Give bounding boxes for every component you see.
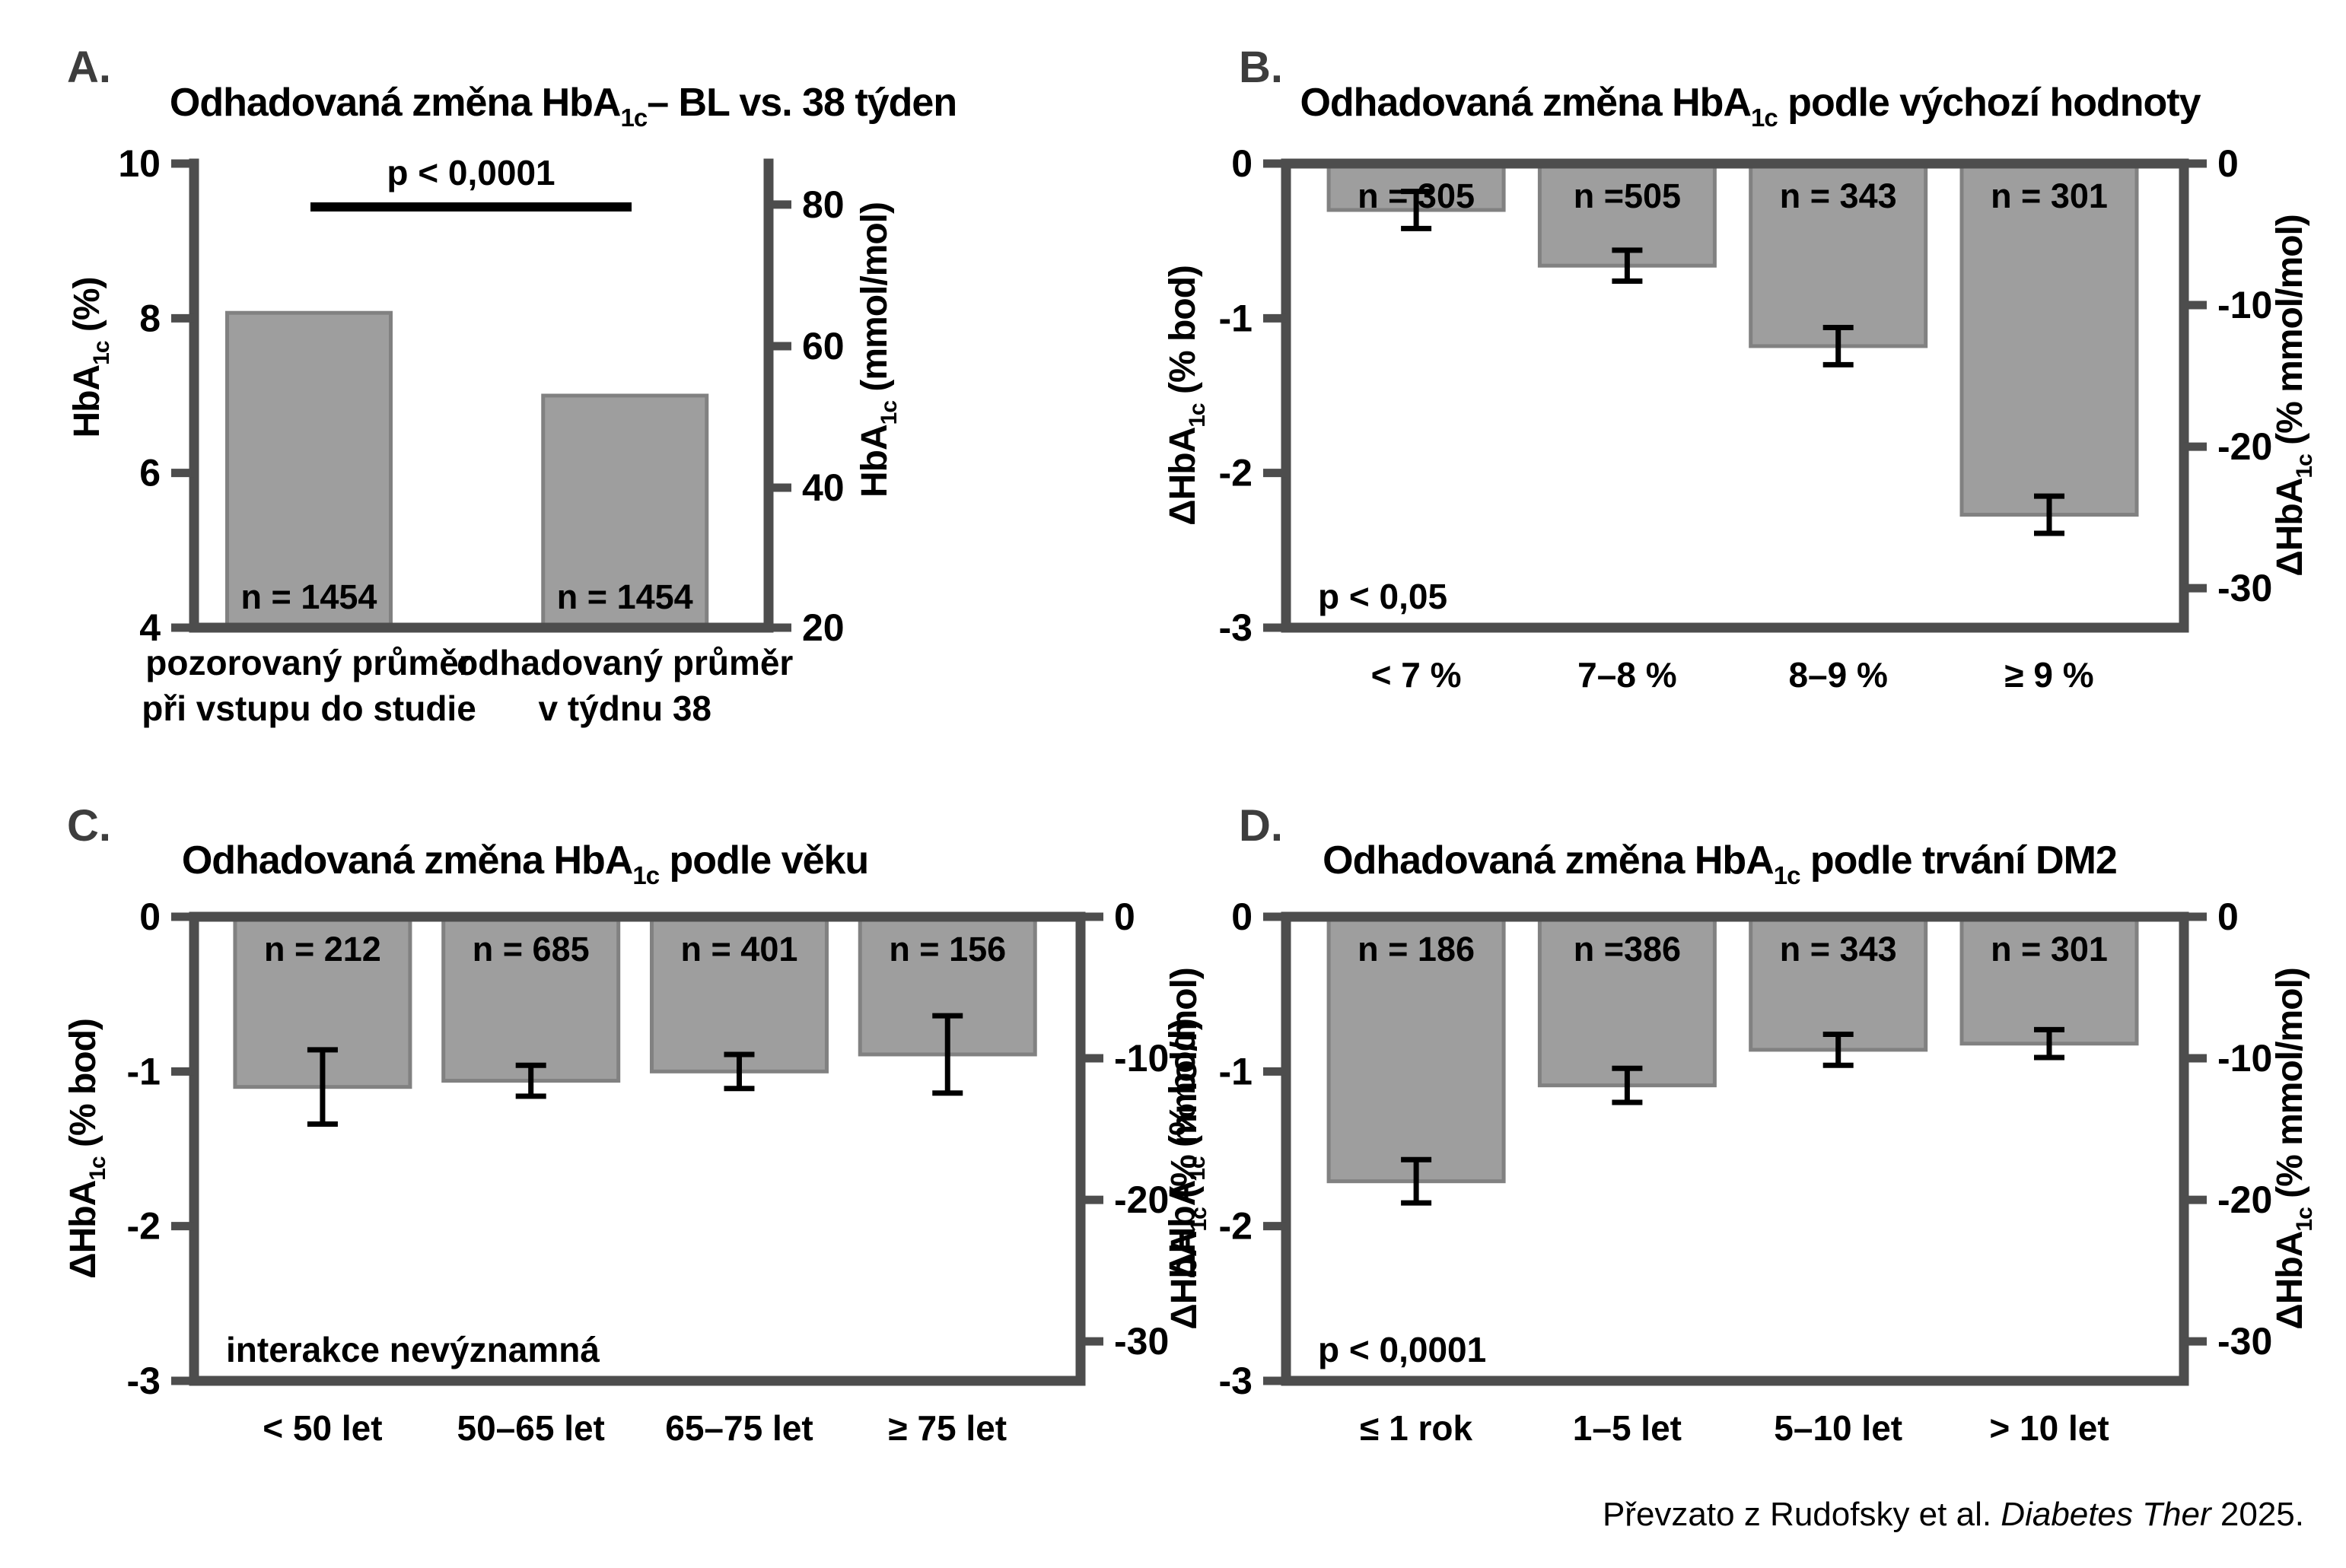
category-label-B-1: 7–8 % <box>1577 655 1676 695</box>
category-label-C-3: ≥ 75 let <box>888 1408 1007 1448</box>
bar-D-2 <box>1749 914 1928 1052</box>
n-label-B-0: n = 305 <box>1358 177 1475 215</box>
n-label-C-0: n = 212 <box>264 930 381 968</box>
panel-d-title: Odhadovaná změna HbA1c podle trvání DM2 <box>1323 838 2117 889</box>
left-tick-label-B: 0 <box>1231 142 1253 185</box>
n-label-C-1: n = 685 <box>473 930 590 968</box>
left-tick-label-B: -3 <box>1219 606 1253 649</box>
right-tick-label-B: -10 <box>2217 284 2272 326</box>
panel-b-p-value: p < 0,05 <box>1318 577 1447 616</box>
panel-b-letter: B. <box>1239 43 1283 92</box>
panel-d-letter: D. <box>1239 801 1283 851</box>
panel-a-p-value: p < 0,0001 <box>387 153 555 192</box>
right-tick-label-A: 80 <box>802 183 845 226</box>
panel-c: C. Odhadovaná změna HbA1c podle věku ΔHb… <box>63 801 1211 1448</box>
category-label-B-2: 8–9 % <box>1788 655 1887 695</box>
n-label-C-2: n = 401 <box>681 930 798 968</box>
n-label-D-1: n =386 <box>1574 930 1681 968</box>
panel-c-letter: C. <box>67 801 111 851</box>
panel-a-title: Odhadovaná změna HbA1c– BL vs. 38 týden <box>170 81 957 132</box>
left-tick-label-D: 0 <box>1231 895 1253 938</box>
panel-a-plot: n = 1454 pozorovaný průměr při vstupu do s… <box>118 142 844 728</box>
category-label-D-2: 5–10 let <box>1774 1408 1902 1448</box>
panel-a-right-axis-label: HbA1c (mmol/mol) <box>855 202 902 498</box>
right-tick-label-C: -30 <box>1114 1320 1169 1363</box>
right-tick-label-B: 0 <box>2217 142 2239 185</box>
panel-c-title: Odhadovaná změna HbA1c podle věku <box>182 838 868 889</box>
panel-d: D. Odhadovaná změna HbA1c podle trvání D… <box>1163 801 2317 1448</box>
n-label-A-1: n = 1454 <box>557 577 693 616</box>
right-tick-label-B: -30 <box>2217 567 2272 609</box>
n-label-B-1: n =505 <box>1574 177 1681 215</box>
panel-b-right-axis-label: ΔHbA1c (% mmol/mol) <box>2270 215 2317 577</box>
panel-d-plot: n = 186 ≤ 1 rok n =386 1–5 let n = 343 5–10 l… <box>1219 895 2273 1448</box>
right-tick-label-C: 0 <box>1114 895 1135 938</box>
bar-D-0 <box>1326 914 1506 1184</box>
panel-b-left-axis-label: ΔHbA1c (% bod) <box>1163 266 1210 526</box>
right-tick-label-C: -10 <box>1114 1037 1169 1080</box>
panel-a-left-axis-label: HbA1c (%) <box>67 277 114 437</box>
category-label-A-1: v týdnu 38 <box>538 689 711 728</box>
category-label-C-0: < 50 let <box>263 1408 382 1448</box>
category-label-A-0: pozorovaný průměr <box>145 643 473 682</box>
right-tick-label-D: -10 <box>2217 1037 2272 1080</box>
right-tick-label-B: -20 <box>2217 425 2272 468</box>
left-tick-label-D: -1 <box>1219 1050 1253 1093</box>
panel-b-title: Odhadovaná změna HbA1c podle výchozí hod… <box>1300 81 2201 132</box>
right-tick-label-A: 20 <box>802 606 845 649</box>
panel-d-left-axis-label: ΔHbA1c (% bod) <box>1163 1019 1210 1279</box>
left-tick-label-C: -2 <box>127 1205 161 1248</box>
left-tick-label-D: -2 <box>1219 1205 1253 1248</box>
left-tick-label-C: 0 <box>139 895 161 938</box>
bar-B-2 <box>1749 161 1928 348</box>
n-label-D-2: n = 343 <box>1780 930 1897 968</box>
left-tick-label-C: -3 <box>127 1360 161 1402</box>
panel-b-plot: n = 305 < 7 % n =505 7–8 % n = 343 8–9 % n = 3… <box>1219 142 2273 695</box>
panel-c-right-axis-label: ΔHbA1c (% mmol/mol) <box>1164 968 1211 1330</box>
right-tick-label-C: -20 <box>1114 1178 1169 1221</box>
n-label-B-3: n = 301 <box>1991 177 2108 215</box>
left-tick-label-A: 10 <box>118 142 161 185</box>
bar-A-1 <box>541 393 709 630</box>
left-tick-label-A: 8 <box>139 297 161 339</box>
right-tick-label-D: -20 <box>2217 1178 2272 1221</box>
right-tick-label-A: 40 <box>802 466 845 509</box>
category-label-B-0: < 7 % <box>1371 655 1462 695</box>
source-citation: Převzato z Rudofsky et al. Diabetes Ther… <box>1603 1496 2304 1533</box>
panel-c-plot: n = 212 < 50 let n = 685 50–65 let n = 401 65… <box>127 895 1170 1448</box>
n-label-B-2: n = 343 <box>1780 177 1897 215</box>
panel-a: A. Odhadovaná změna HbA1c– BL vs. 38 týd… <box>67 43 957 728</box>
left-tick-label-D: -3 <box>1219 1360 1253 1402</box>
panel-d-p-value: p < 0,0001 <box>1318 1330 1486 1369</box>
panel-c-interaction-note: interakce nevýznamná <box>226 1330 600 1369</box>
panel-b: B. Odhadovaná změna HbA1c podle výchozí … <box>1163 43 2317 695</box>
n-label-A-0: n = 1454 <box>241 577 377 616</box>
panel-a-letter: A. <box>67 43 111 92</box>
panel-c-left-axis-label: ΔHbA1c (% bod) <box>63 1019 110 1279</box>
category-label-D-1: 1–5 let <box>1573 1408 1682 1448</box>
category-label-B-3: ≥ 9 % <box>2004 655 2093 695</box>
bar-C-1 <box>441 914 621 1083</box>
bar-B-3 <box>1959 161 2139 517</box>
right-tick-label-A: 60 <box>802 325 845 367</box>
category-label-D-3: > 10 let <box>1989 1408 2109 1448</box>
left-tick-label-A: 6 <box>139 452 161 495</box>
left-tick-label-B: -1 <box>1219 297 1253 339</box>
right-tick-label-D: 0 <box>2217 895 2239 938</box>
right-tick-label-D: -30 <box>2217 1320 2272 1363</box>
category-label-A-1: odhadovaný průměr <box>457 643 793 682</box>
n-label-C-3: n = 156 <box>889 930 1006 968</box>
category-label-D-0: ≤ 1 rok <box>1360 1408 1472 1448</box>
panel-d-right-axis-label: ΔHbA1c (% mmol/mol) <box>2270 968 2317 1330</box>
n-label-D-0: n = 186 <box>1358 930 1475 968</box>
left-tick-label-A: 4 <box>139 606 161 649</box>
n-label-D-3: n = 301 <box>1991 930 2108 968</box>
category-label-A-0: při vstupu do studie <box>142 689 476 728</box>
left-tick-label-C: -1 <box>127 1050 161 1093</box>
left-tick-label-B: -2 <box>1219 452 1253 495</box>
category-label-C-2: 65–75 let <box>665 1408 813 1448</box>
category-label-C-1: 50–65 let <box>457 1408 605 1448</box>
